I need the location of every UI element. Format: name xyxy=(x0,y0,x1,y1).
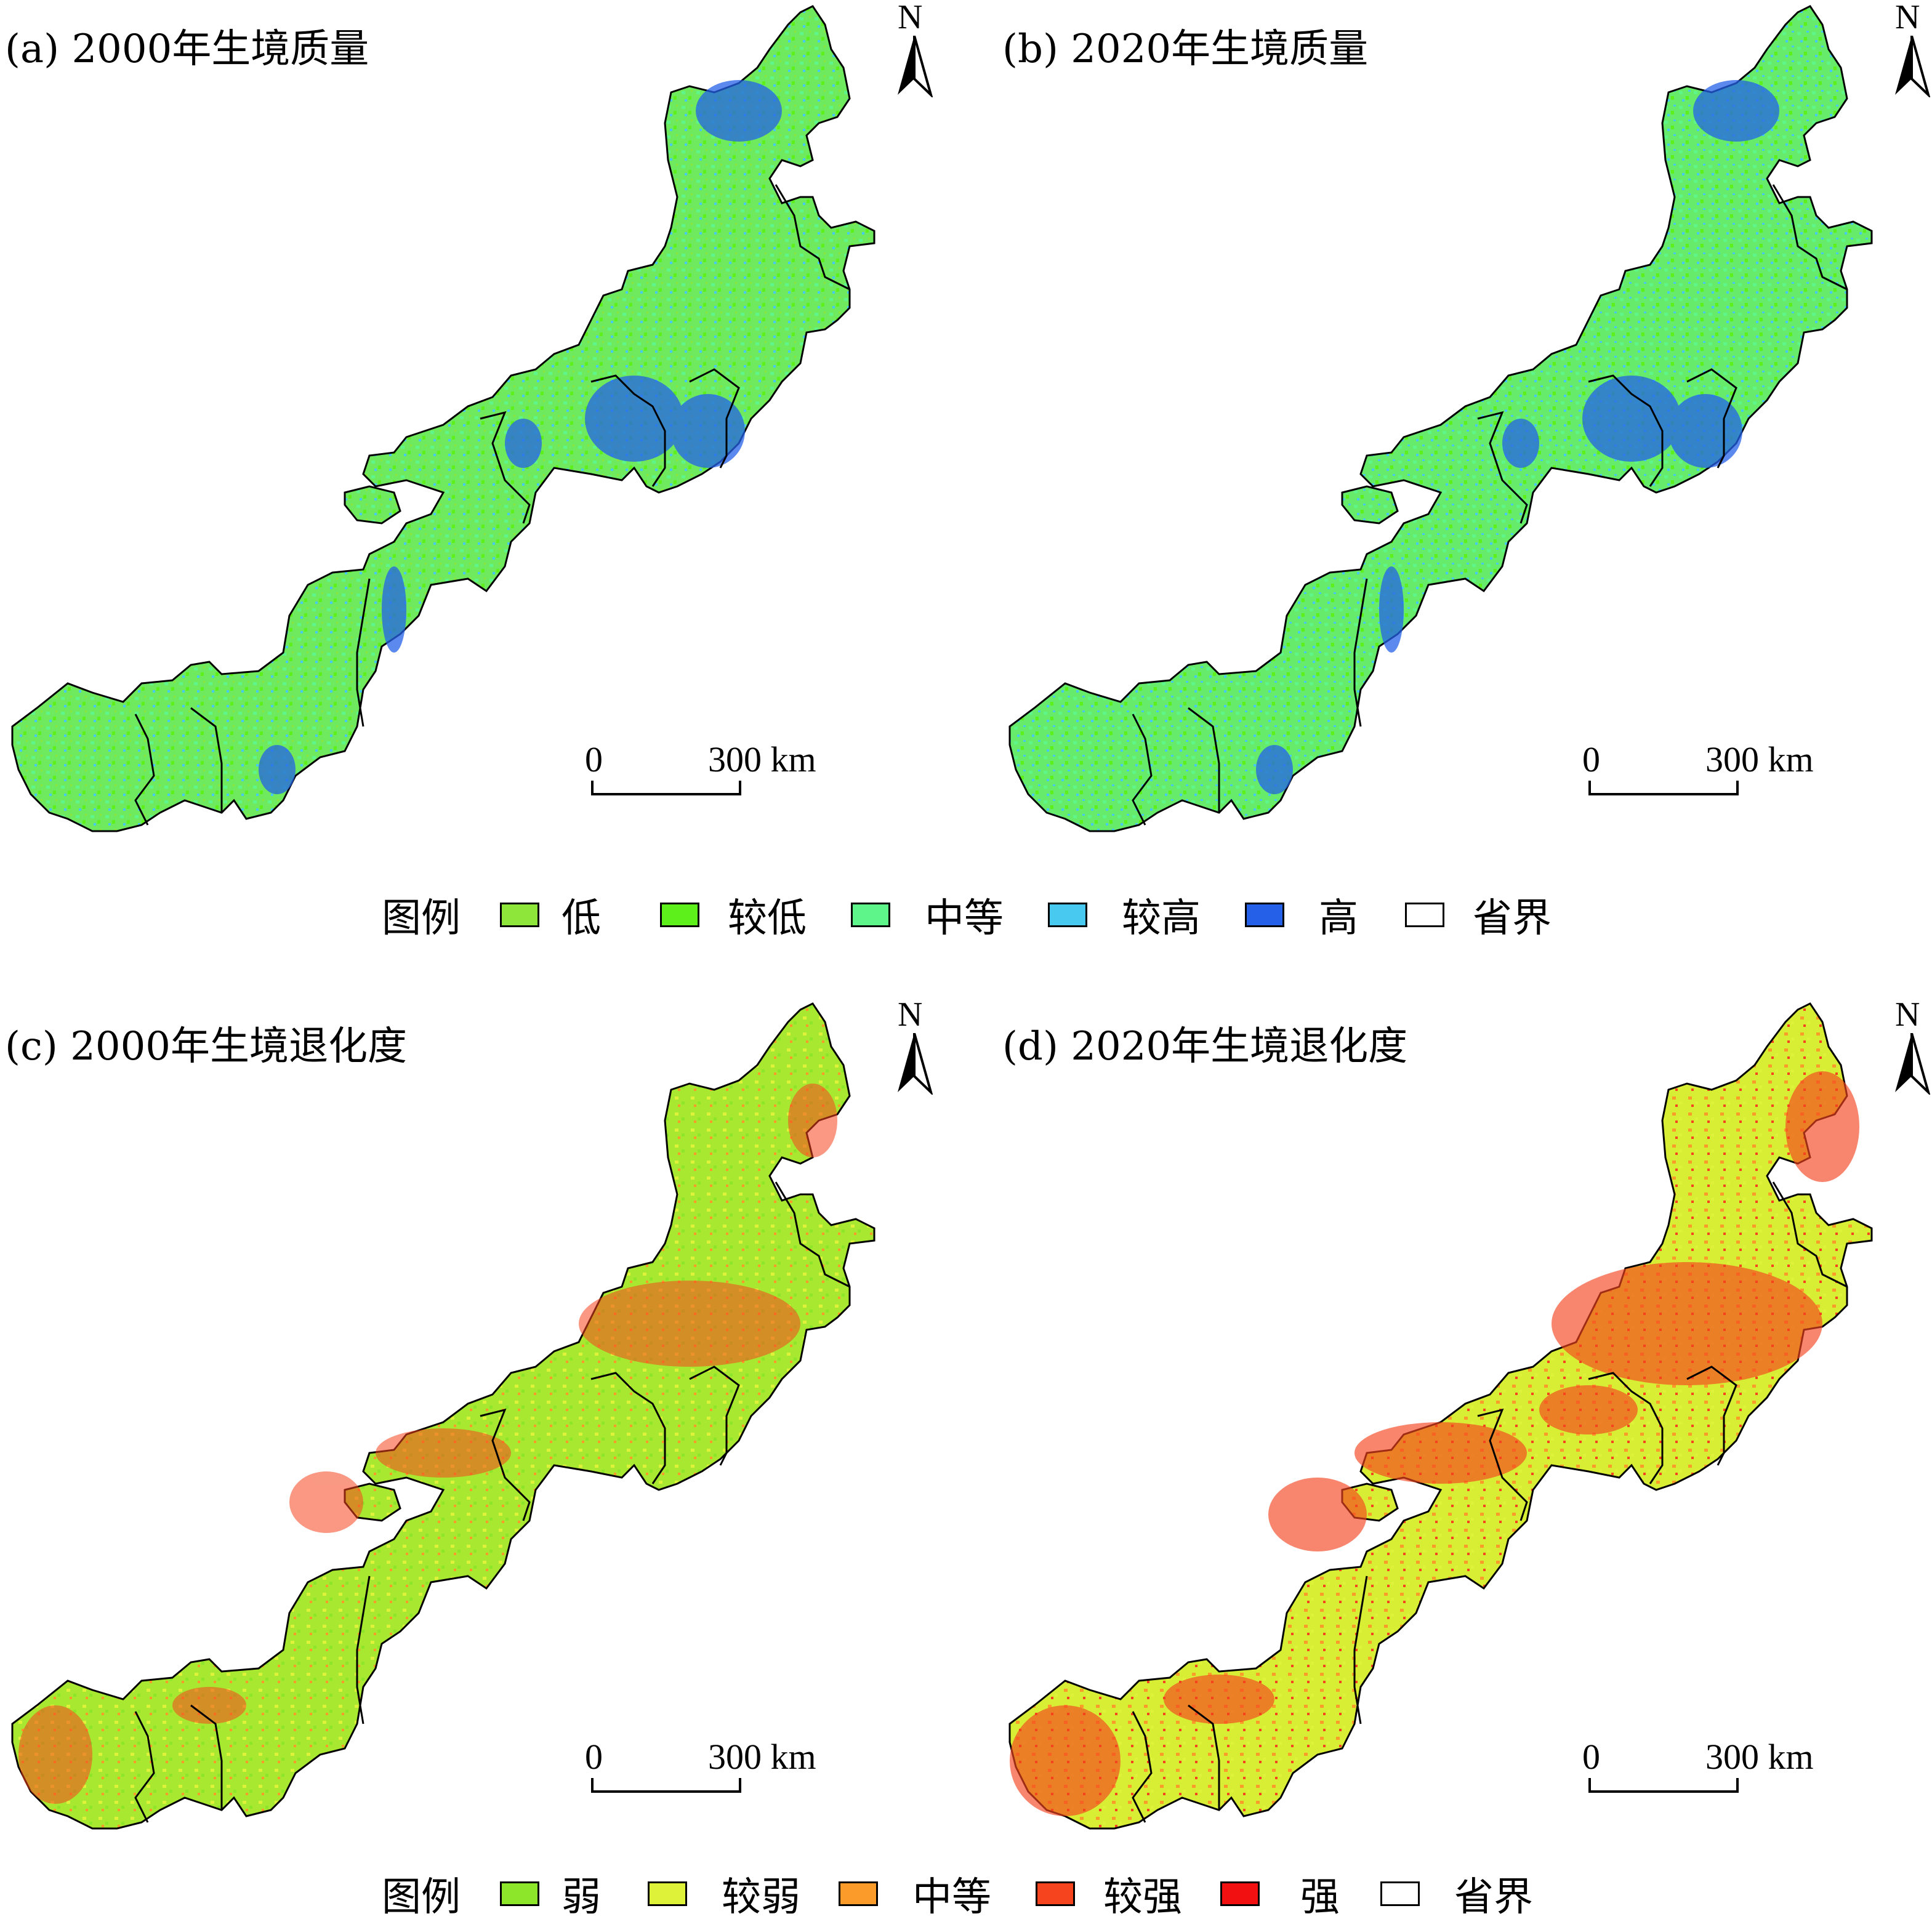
north-label: N xyxy=(1895,996,1920,1034)
legend-swatch-strong xyxy=(1220,1881,1260,1906)
legend-swatch-medium xyxy=(839,1881,878,1906)
north-arrow: N xyxy=(893,0,936,99)
north-label: N xyxy=(898,996,923,1034)
scale-bar: 0 300 km xyxy=(1576,1736,1814,1798)
panel-d: (d) 2020年生境退化度 N 0 300 km xyxy=(997,996,1932,1859)
north-label: N xyxy=(898,0,923,36)
panel-title: (a) 2000年生境质量 xyxy=(5,26,369,72)
legend-label-boundary: 省界 xyxy=(1454,1875,1533,1920)
legend-label-low: 低 xyxy=(561,896,601,941)
panel-c: (c) 2000年生境退化度 N 0 300 km xyxy=(0,996,966,1859)
legend-swatch-high xyxy=(1245,903,1284,927)
legend-label-strong: 强 xyxy=(1300,1875,1340,1920)
legend-swatch-low xyxy=(500,903,539,927)
legend-quality: 图例 低 较低 中等 较高 高 省界 xyxy=(0,880,1932,948)
scale-end: 300 km xyxy=(1705,739,1814,779)
legend-swatch-higher xyxy=(1048,903,1087,927)
legend-label-lower: 较低 xyxy=(728,896,807,941)
north-arrow: N xyxy=(1890,996,1932,1096)
scale-bar: 0 300 km xyxy=(1576,739,1814,800)
legend-swatch-stronger xyxy=(1036,1881,1075,1906)
map-region xyxy=(11,5,875,832)
legend-label-weaker: 较弱 xyxy=(722,1875,800,1920)
map-region xyxy=(1008,1002,1873,1830)
legend-label-medium: 中等 xyxy=(912,1875,991,1920)
legend-label-weak: 弱 xyxy=(561,1875,601,1920)
north-arrow: N xyxy=(893,996,936,1096)
scale-end: 300 km xyxy=(708,739,816,779)
legend-swatch-weak xyxy=(500,1881,539,1906)
north-label: N xyxy=(1895,0,1920,36)
scale-start: 0 xyxy=(1582,739,1600,779)
panel-a: (a) 2000年生境质量 N 0 300 km xyxy=(0,0,966,862)
legend-swatch-boundary xyxy=(1405,903,1444,927)
legend-swatch-medium xyxy=(851,903,890,927)
panel-b: (b) 2020年生境质量 N 0 300 km xyxy=(997,0,1932,862)
legend-swatch-lower xyxy=(660,903,699,927)
panel-title: (d) 2020年生境退化度 xyxy=(1002,1024,1408,1069)
scale-end: 300 km xyxy=(1705,1737,1814,1777)
scale-start: 0 xyxy=(585,1737,603,1777)
legend-swatch-boundary xyxy=(1380,1881,1420,1906)
map-region xyxy=(11,1002,875,1830)
legend-title: 图例 xyxy=(382,896,461,941)
legend-swatch-weaker xyxy=(648,1881,687,1906)
legend-label-higher: 较高 xyxy=(1122,896,1201,941)
legend-label-stronger: 较强 xyxy=(1103,1875,1182,1920)
legend-label-high: 高 xyxy=(1319,896,1358,941)
legend-label-medium: 中等 xyxy=(925,896,1004,941)
north-arrow: N xyxy=(1890,0,1932,99)
legend-title: 图例 xyxy=(382,1875,461,1920)
scale-end: 300 km xyxy=(708,1737,816,1777)
legend-label-boundary: 省界 xyxy=(1473,896,1552,941)
map-region xyxy=(1008,5,1873,832)
legend-degradation: 图例 弱 较弱 中等 较强 强 省界 xyxy=(0,1859,1932,1927)
scale-bar: 0 300 km xyxy=(579,1736,816,1798)
scale-start: 0 xyxy=(1582,1737,1600,1777)
scale-start: 0 xyxy=(585,739,603,779)
panel-title: (c) 2000年生境退化度 xyxy=(5,1024,407,1069)
scale-bar: 0 300 km xyxy=(579,739,816,800)
panel-title: (b) 2020年生境质量 xyxy=(1002,26,1369,72)
